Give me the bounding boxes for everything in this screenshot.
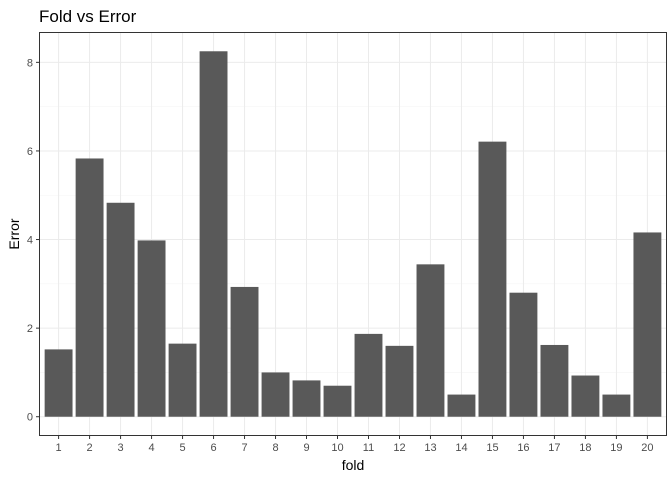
bar-fold-9 [292,380,321,417]
x-tick-label: 1 [56,442,62,454]
bar-fold-8 [261,372,290,417]
y-tick-label: 2 [27,323,33,335]
x-tick-label: 16 [517,442,529,454]
bar-fold-1 [44,349,73,417]
bar-fold-15 [478,141,507,417]
bar-fold-6 [199,51,228,417]
chart-title: Fold vs Error [39,7,137,26]
y-axis-title: Error [6,218,22,249]
y-tick-label: 4 [27,235,33,247]
bar-fold-4 [137,240,166,417]
y-axis: 0 2 4 6 8 [27,57,40,424]
x-tick-label: 7 [241,442,247,454]
x-tick-label: 4 [149,442,155,454]
x-tick-label: 13 [424,442,436,454]
x-tick-label: 2 [87,442,93,454]
x-tick-label: 9 [303,442,309,454]
bar-fold-2 [75,158,104,417]
bar-fold-17 [540,344,569,417]
x-axis: 1 2 3 4 5 6 7 8 9 10 11 12 13 14 15 16 17 18 19 20 [56,435,654,454]
panel-border [39,32,667,436]
x-tick-label: 3 [118,442,124,454]
x-tick-label: 19 [610,442,622,454]
x-tick-label: 14 [455,442,467,454]
y-tick-label: 6 [27,146,33,158]
bar-fold-7 [230,286,259,417]
x-tick-label: 5 [179,442,185,454]
x-tick-label: 10 [331,442,343,454]
bar-fold-13 [416,264,445,417]
bar-fold-16 [509,292,538,417]
bar-fold-14 [447,394,476,417]
x-tick-label: 20 [641,442,653,454]
bar-fold-12 [385,345,414,417]
bar-fold-11 [354,333,383,417]
bars [44,51,662,417]
x-tick-label: 11 [363,442,374,454]
bar-fold-18 [571,375,600,417]
x-tick-label: 15 [486,442,498,454]
bar-fold-3 [106,202,135,417]
x-tick-label: 17 [548,442,560,454]
bar-fold-5 [168,343,197,417]
x-tick-label: 12 [393,442,405,454]
x-tick-label: 8 [272,442,278,454]
y-tick-label: 0 [27,412,33,424]
x-tick-label: 18 [579,442,591,454]
x-tick-label: 6 [210,442,216,454]
bar-fold-20 [633,232,662,417]
x-axis-title: fold [342,457,365,473]
bar-fold-10 [323,385,352,417]
bar-fold-19 [602,394,631,417]
y-tick-label: 8 [27,57,33,69]
